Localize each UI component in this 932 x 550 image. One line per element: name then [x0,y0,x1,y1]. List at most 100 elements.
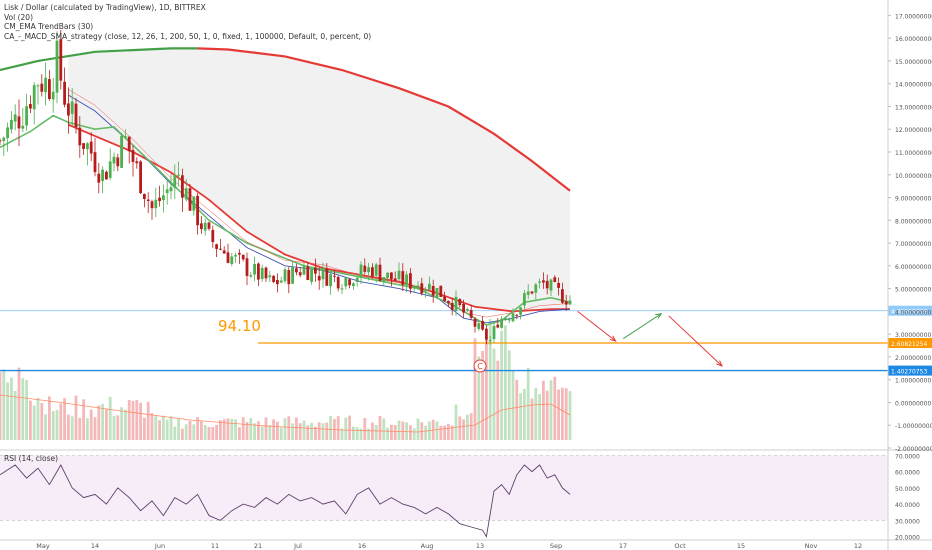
candle-body [124,136,127,138]
candle-body [272,275,275,282]
signal-marker [473,359,487,373]
candle-body [264,267,268,279]
level-label: 94.10 [218,317,261,335]
candle-body [241,254,245,260]
volume-bar [416,418,420,440]
candle-body [162,195,165,201]
candle-body [245,258,249,276]
volume-bar [435,421,439,440]
volume-bar [6,382,9,440]
volume-bar [492,348,496,440]
volume-bar [325,422,329,440]
projection-arrowhead [655,312,663,319]
volume-bar [184,424,188,440]
candle-body [473,318,477,327]
candle-body [295,268,298,273]
candle-body [352,283,355,287]
cloud-fill [68,48,571,312]
volume-bar [143,417,146,440]
candle-body [542,280,545,283]
candle-body [276,279,279,285]
volume-bar [196,417,199,440]
volume-bar [124,409,127,440]
price-tick-label: 11.00000000 [895,150,932,157]
volume-bar [530,398,534,440]
candle-body [230,256,234,264]
candle-body [184,188,188,200]
volume-bar [287,416,291,440]
x-tick-label: Aug [421,542,434,550]
volume-bar [314,426,317,440]
volume-bar [207,426,211,440]
volume-bar [158,420,161,440]
volume-bar [523,389,526,440]
candle-body [169,187,173,192]
candle-body [469,310,473,318]
projection-arrows [577,310,723,367]
volume-bar [257,421,260,440]
volume-bar [78,417,82,440]
candle-body [70,101,74,114]
price-tick-label: -2.00000000 [895,446,932,453]
volume-bar [355,427,359,440]
projection-arrow [668,315,723,367]
candle-body [25,106,28,126]
candle-body [416,285,420,288]
candle-body [78,127,82,146]
candle-body [519,307,522,315]
candle-body [371,267,374,277]
volume-bar [268,424,272,440]
candle-body [405,274,408,286]
candle-body [10,119,13,130]
volume-bar [86,418,89,440]
candle-body [59,39,63,81]
volume-bar [219,420,222,440]
candle-body [226,252,230,263]
volume-bar [17,367,21,440]
volume-bar [67,414,70,440]
volume-bar [420,422,424,440]
volume-bar [181,428,184,440]
projection-arrow [622,313,662,340]
candle-body [86,143,89,150]
volume-bar [21,378,25,440]
volume-bar [481,350,484,440]
candle-body [378,264,382,281]
price-tick-label: 12.00000000 [895,127,932,134]
rsi-tick-label: 20.0000 [895,535,920,542]
candle-body [492,325,496,340]
candle-body [511,313,515,322]
candle-body [120,135,123,168]
candle-body [439,285,443,297]
candle-body [317,275,321,281]
candle-body [374,264,378,276]
candle-body [74,103,78,128]
candle-body [287,270,291,285]
candle-body [561,289,564,303]
legend-ema: CM_EMA TrendBars (30) [4,22,94,31]
volume-bar [564,388,568,440]
volume-bar [378,415,382,440]
candle-body [82,143,85,149]
price-levels: 4.02968768 2.60821254 1.40270753 C [0,305,932,376]
candle-body [36,85,40,87]
volume-bar [108,396,112,440]
candle-body [154,199,158,209]
candle-body [386,272,389,278]
level-tag [888,365,932,376]
volume-bar [439,425,443,440]
volume-bar [401,421,405,440]
volume-bar [29,400,32,440]
candle-body [325,268,329,286]
candle-body [443,296,446,301]
volume-bar [200,421,203,440]
x-tick-label: 12 [854,542,862,550]
volume-bar [25,379,28,440]
volume-bar [519,393,522,440]
volume-bar [291,423,294,440]
rsi-band [0,455,888,521]
volume-bar [0,371,2,440]
candle-body [363,265,367,272]
candle-body [485,328,488,340]
